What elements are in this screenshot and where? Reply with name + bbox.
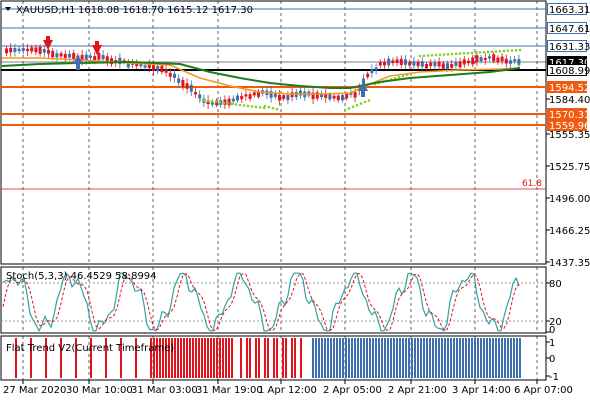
stochastic-panel[interactable]: Stoch(5,3,3) 46.4529 58.8994 80 20 0	[0, 266, 562, 336]
svg-text:1663.31: 1663.31	[549, 5, 590, 16]
sell-arrow-icon[interactable]	[43, 36, 53, 50]
stoch-axis: 80 20 0	[546, 279, 562, 336]
stoch-main-line	[2, 272, 520, 333]
svg-text:1631.33: 1631.33	[549, 42, 590, 53]
svg-text:-1: -1	[549, 372, 559, 383]
trend-axis: 1 0 -1	[546, 338, 559, 383]
stoch-label: Stoch(5,3,3) 46.4529 58.8994	[6, 271, 157, 282]
svg-text:80: 80	[549, 279, 562, 290]
time-label: 2 Apr 05:00	[323, 385, 382, 396]
svg-text:1594.52: 1594.52	[549, 83, 590, 94]
chart-header: XAUUSD,H1 1618.08 1618.70 1615.12 1617.3…	[5, 5, 253, 16]
flat-trend-panel[interactable]: Flat Trend V2(Current Timeframe) 1 0 -1	[0, 335, 559, 383]
time-label: 2 Apr 21:00	[388, 385, 447, 396]
time-label: 31 Mar 03:00	[131, 385, 198, 396]
time-label: 27 Mar 2020	[3, 385, 66, 396]
time-label: 6 Apr 07:00	[514, 385, 573, 396]
price-tag-1663[interactable]: 1663.31	[547, 3, 590, 16]
symbol-label: XAUUSD,H1	[16, 5, 75, 16]
price-tag-1608[interactable]: 1608.99	[547, 64, 590, 77]
stoch-gridlines	[22, 267, 538, 333]
price-tick: 1466.25	[549, 226, 590, 237]
price-tag-1647[interactable]: 1647.61	[547, 22, 590, 35]
time-label: 31 Mar 19:00	[196, 385, 263, 396]
time-axis[interactable]: 27 Mar 2020 30 Mar 10:00 31 Mar 03:00 31…	[3, 380, 573, 396]
ma-slow-line	[1, 60, 521, 89]
svg-text:1617.30: 1617.30	[549, 58, 590, 69]
svg-text:1647.61: 1647.61	[549, 24, 590, 35]
buy-arrow-icon[interactable]	[73, 55, 83, 70]
price-tag-1559[interactable]: 1559.96	[547, 119, 590, 132]
svg-text:1608.99: 1608.99	[549, 66, 590, 77]
dropdown-triangle-icon[interactable]	[5, 7, 11, 11]
price-tick: 1525.75	[549, 162, 590, 173]
ohlc-readout: 1618.08 1618.70 1615.12 1617.30	[78, 5, 253, 16]
price-tag-1594[interactable]: 1594.52	[547, 81, 590, 94]
candlesticks	[5, 43, 521, 110]
fib-level-label: 61.8	[522, 179, 542, 189]
svg-text:1559.96: 1559.96	[549, 121, 590, 132]
buy-arrow-icon[interactable]	[358, 82, 368, 97]
svg-text:0: 0	[549, 354, 555, 365]
svg-text:0: 0	[549, 325, 555, 336]
price-tick: 1584.40	[549, 95, 590, 106]
trend-label: Flat Trend V2(Current Timeframe)	[6, 343, 174, 354]
price-tick-labels: 1584.40 1555.35 1525.75 1496.00 1466.25 …	[546, 95, 590, 269]
sell-arrow-icon[interactable]	[92, 41, 102, 55]
price-tick: 1437.35	[549, 258, 590, 269]
level-lines	[1, 8, 546, 190]
time-label: 30 Mar 10:00	[66, 385, 133, 396]
time-label: 3 Apr 14:00	[452, 385, 511, 396]
price-tag-1570[interactable]: 1570.31	[547, 108, 590, 121]
time-label: 1 Apr 12:00	[258, 385, 317, 396]
svg-text:1: 1	[549, 338, 555, 349]
price-tick: 1496.00	[549, 194, 590, 205]
svg-text:20: 20	[549, 317, 562, 328]
price-tag-1631[interactable]: 1631.33	[547, 40, 590, 53]
trend-histogram	[15, 338, 521, 378]
svg-text:1570.31: 1570.31	[549, 110, 590, 121]
price-axis[interactable]: 1584.40 1555.35 1525.75 1496.00 1466.25 …	[546, 3, 590, 269]
stoch-signal-line	[2, 273, 520, 331]
price-panel[interactable]: XAUUSD,H1 1618.08 1618.70 1615.12 1617.3…	[0, 0, 547, 265]
price-tick: 1555.35	[549, 130, 590, 141]
fractal-arrows	[43, 36, 368, 97]
